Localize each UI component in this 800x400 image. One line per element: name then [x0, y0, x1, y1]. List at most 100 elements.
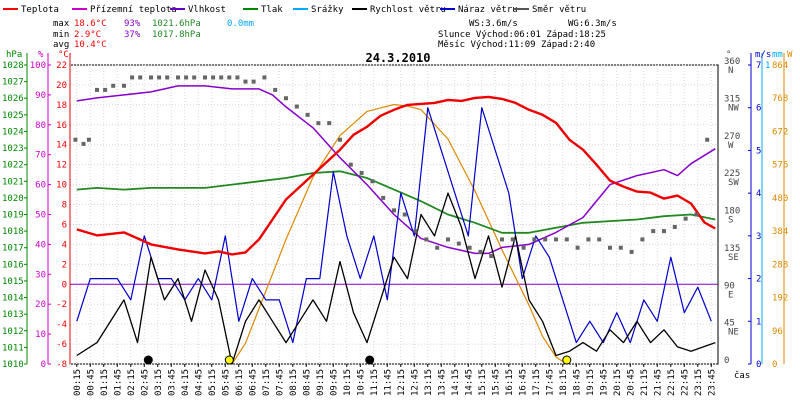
wind-dir-point: [500, 237, 504, 242]
x-tick-label: 08:15: [289, 369, 299, 396]
hpa-tick-label: 1025: [2, 111, 24, 121]
dir-deg-label: 360: [724, 57, 740, 67]
x-tick-label: 14:45: [464, 369, 474, 396]
wm2-tick-label: 384: [772, 227, 788, 237]
x-tick-label: 03:45: [167, 369, 177, 396]
wm2-tick-label: 288: [772, 260, 788, 270]
x-tick-label: 01:45: [113, 369, 123, 396]
wind-dir-point: [305, 112, 310, 117]
x-tick-label: 13:45: [437, 369, 447, 396]
wind-dir-point: [435, 245, 440, 250]
dir-compass-label: SW: [728, 178, 739, 188]
wind-dir-point: [111, 83, 116, 88]
wind-dir-point: [262, 75, 267, 80]
stat-max-rain: 0.0mm: [227, 19, 254, 29]
ms-tick-label: 1: [756, 317, 761, 327]
wind-dir-point: [392, 208, 396, 213]
ms-tick-label: 6: [756, 104, 761, 114]
hpa-tick-label: 1028: [2, 61, 24, 71]
temp-tick-label: 18: [56, 101, 67, 111]
moon-rise-marker: [365, 355, 375, 365]
legend-label: Směr větru: [532, 5, 586, 15]
temperature-line: [76, 95, 716, 256]
temp-tick-label: 10: [56, 181, 67, 191]
wind-dir-point: [73, 137, 78, 142]
axis-title-temp: °C: [58, 50, 69, 60]
x-tick-label: 20:45: [626, 369, 636, 396]
x-tick-label: 16:15: [505, 369, 515, 396]
wind-dir-point: [176, 75, 180, 80]
x-tick-label: 17:45: [545, 369, 555, 396]
x-tick-label: 07:45: [275, 369, 285, 396]
wind-dir-point: [273, 87, 278, 92]
ms-tick-label: 2: [756, 275, 761, 285]
hpa-tick-label: 1016: [2, 260, 24, 270]
temp-tick-label: -6: [56, 340, 67, 350]
x-tick-label: 05:15: [208, 369, 218, 396]
wind-dir-point: [705, 137, 710, 142]
legend-label: Srážky: [311, 5, 344, 15]
wind-dir-point: [629, 249, 634, 254]
temp-tick-label: 4: [62, 240, 67, 250]
info-sun: Slunce Východ:06:01 Západ:18:25: [438, 30, 606, 40]
wind-dir-point: [122, 83, 126, 88]
solar-line: [231, 103, 568, 365]
x-tick-label: 21:45: [653, 369, 663, 396]
stat-min-label: min: [53, 30, 69, 40]
temp-tick-label: 14: [56, 141, 67, 151]
sunset-marker: [562, 355, 572, 365]
x-tick-label: 06:15: [235, 369, 245, 396]
wm2-tick-label: 480: [772, 194, 788, 204]
wind-dir-point: [370, 179, 375, 184]
wind-dir-point: [327, 121, 332, 126]
temp-tick-label: 2: [62, 260, 67, 270]
stat-min-hum: 37%: [124, 30, 141, 40]
x-tick-label: 18:15: [559, 369, 569, 396]
wind-dir-point: [402, 212, 407, 217]
legend-label: Přízemní teplota: [90, 5, 177, 15]
dir-deg-label: 315: [724, 94, 740, 104]
wind-dir-point: [138, 75, 143, 80]
wind-dir-point: [662, 229, 666, 234]
x-tick-label: 17:15: [532, 369, 542, 396]
wind-dir-point: [219, 75, 224, 80]
wm2-tick-label: 96: [772, 327, 783, 337]
wind-dir-point: [694, 212, 699, 217]
ms-tick-label: 0: [756, 360, 761, 370]
legend-label: Náraz větru: [458, 5, 518, 15]
wind-dir-point: [651, 229, 656, 234]
wm2-tick-label: 768: [772, 94, 788, 104]
stat-avg-label: avg: [53, 40, 69, 50]
x-tick-label: 15:15: [478, 369, 488, 396]
stat-max-temp: 18.6°C: [74, 19, 107, 29]
wind-dir-point: [478, 249, 483, 254]
hpa-tick-label: 1017: [2, 244, 24, 254]
wind-dir-point: [243, 79, 248, 84]
pressure-line: [76, 170, 716, 234]
temp-tick-label: -4: [56, 320, 67, 330]
stat-avg-temp: 10.4°C: [74, 40, 107, 50]
ms-tick-label: 3: [756, 232, 761, 242]
x-axis-title: čas: [734, 370, 750, 381]
stat-max-hum: 93%: [124, 19, 141, 29]
temp-tick-label: 12: [56, 161, 67, 171]
x-tick-label: 09:15: [316, 369, 326, 396]
temp-tick-label: 20: [56, 81, 67, 91]
wind-dir-point: [424, 237, 429, 242]
x-tick-label: 11:15: [370, 369, 380, 396]
dir-compass-label: NW: [728, 103, 739, 113]
mm-top-tick: 1: [765, 61, 770, 71]
hpa-tick-label: 1014: [2, 294, 24, 304]
dir-deg-label: 270: [724, 132, 740, 142]
pct-tick-label: 40: [35, 240, 46, 250]
pct-tick-label: 50: [35, 211, 46, 221]
stat-max-press: 1021.6hPa: [152, 19, 201, 29]
x-tick-label: 13:15: [424, 369, 434, 396]
ms-tick-label: 5: [756, 146, 761, 156]
wind-dir-point: [510, 237, 515, 242]
hpa-tick-label: 1015: [2, 277, 24, 287]
wind-dir-point: [413, 229, 418, 234]
x-tick-label: 07:15: [262, 369, 272, 396]
wind-dir-point: [316, 121, 321, 126]
